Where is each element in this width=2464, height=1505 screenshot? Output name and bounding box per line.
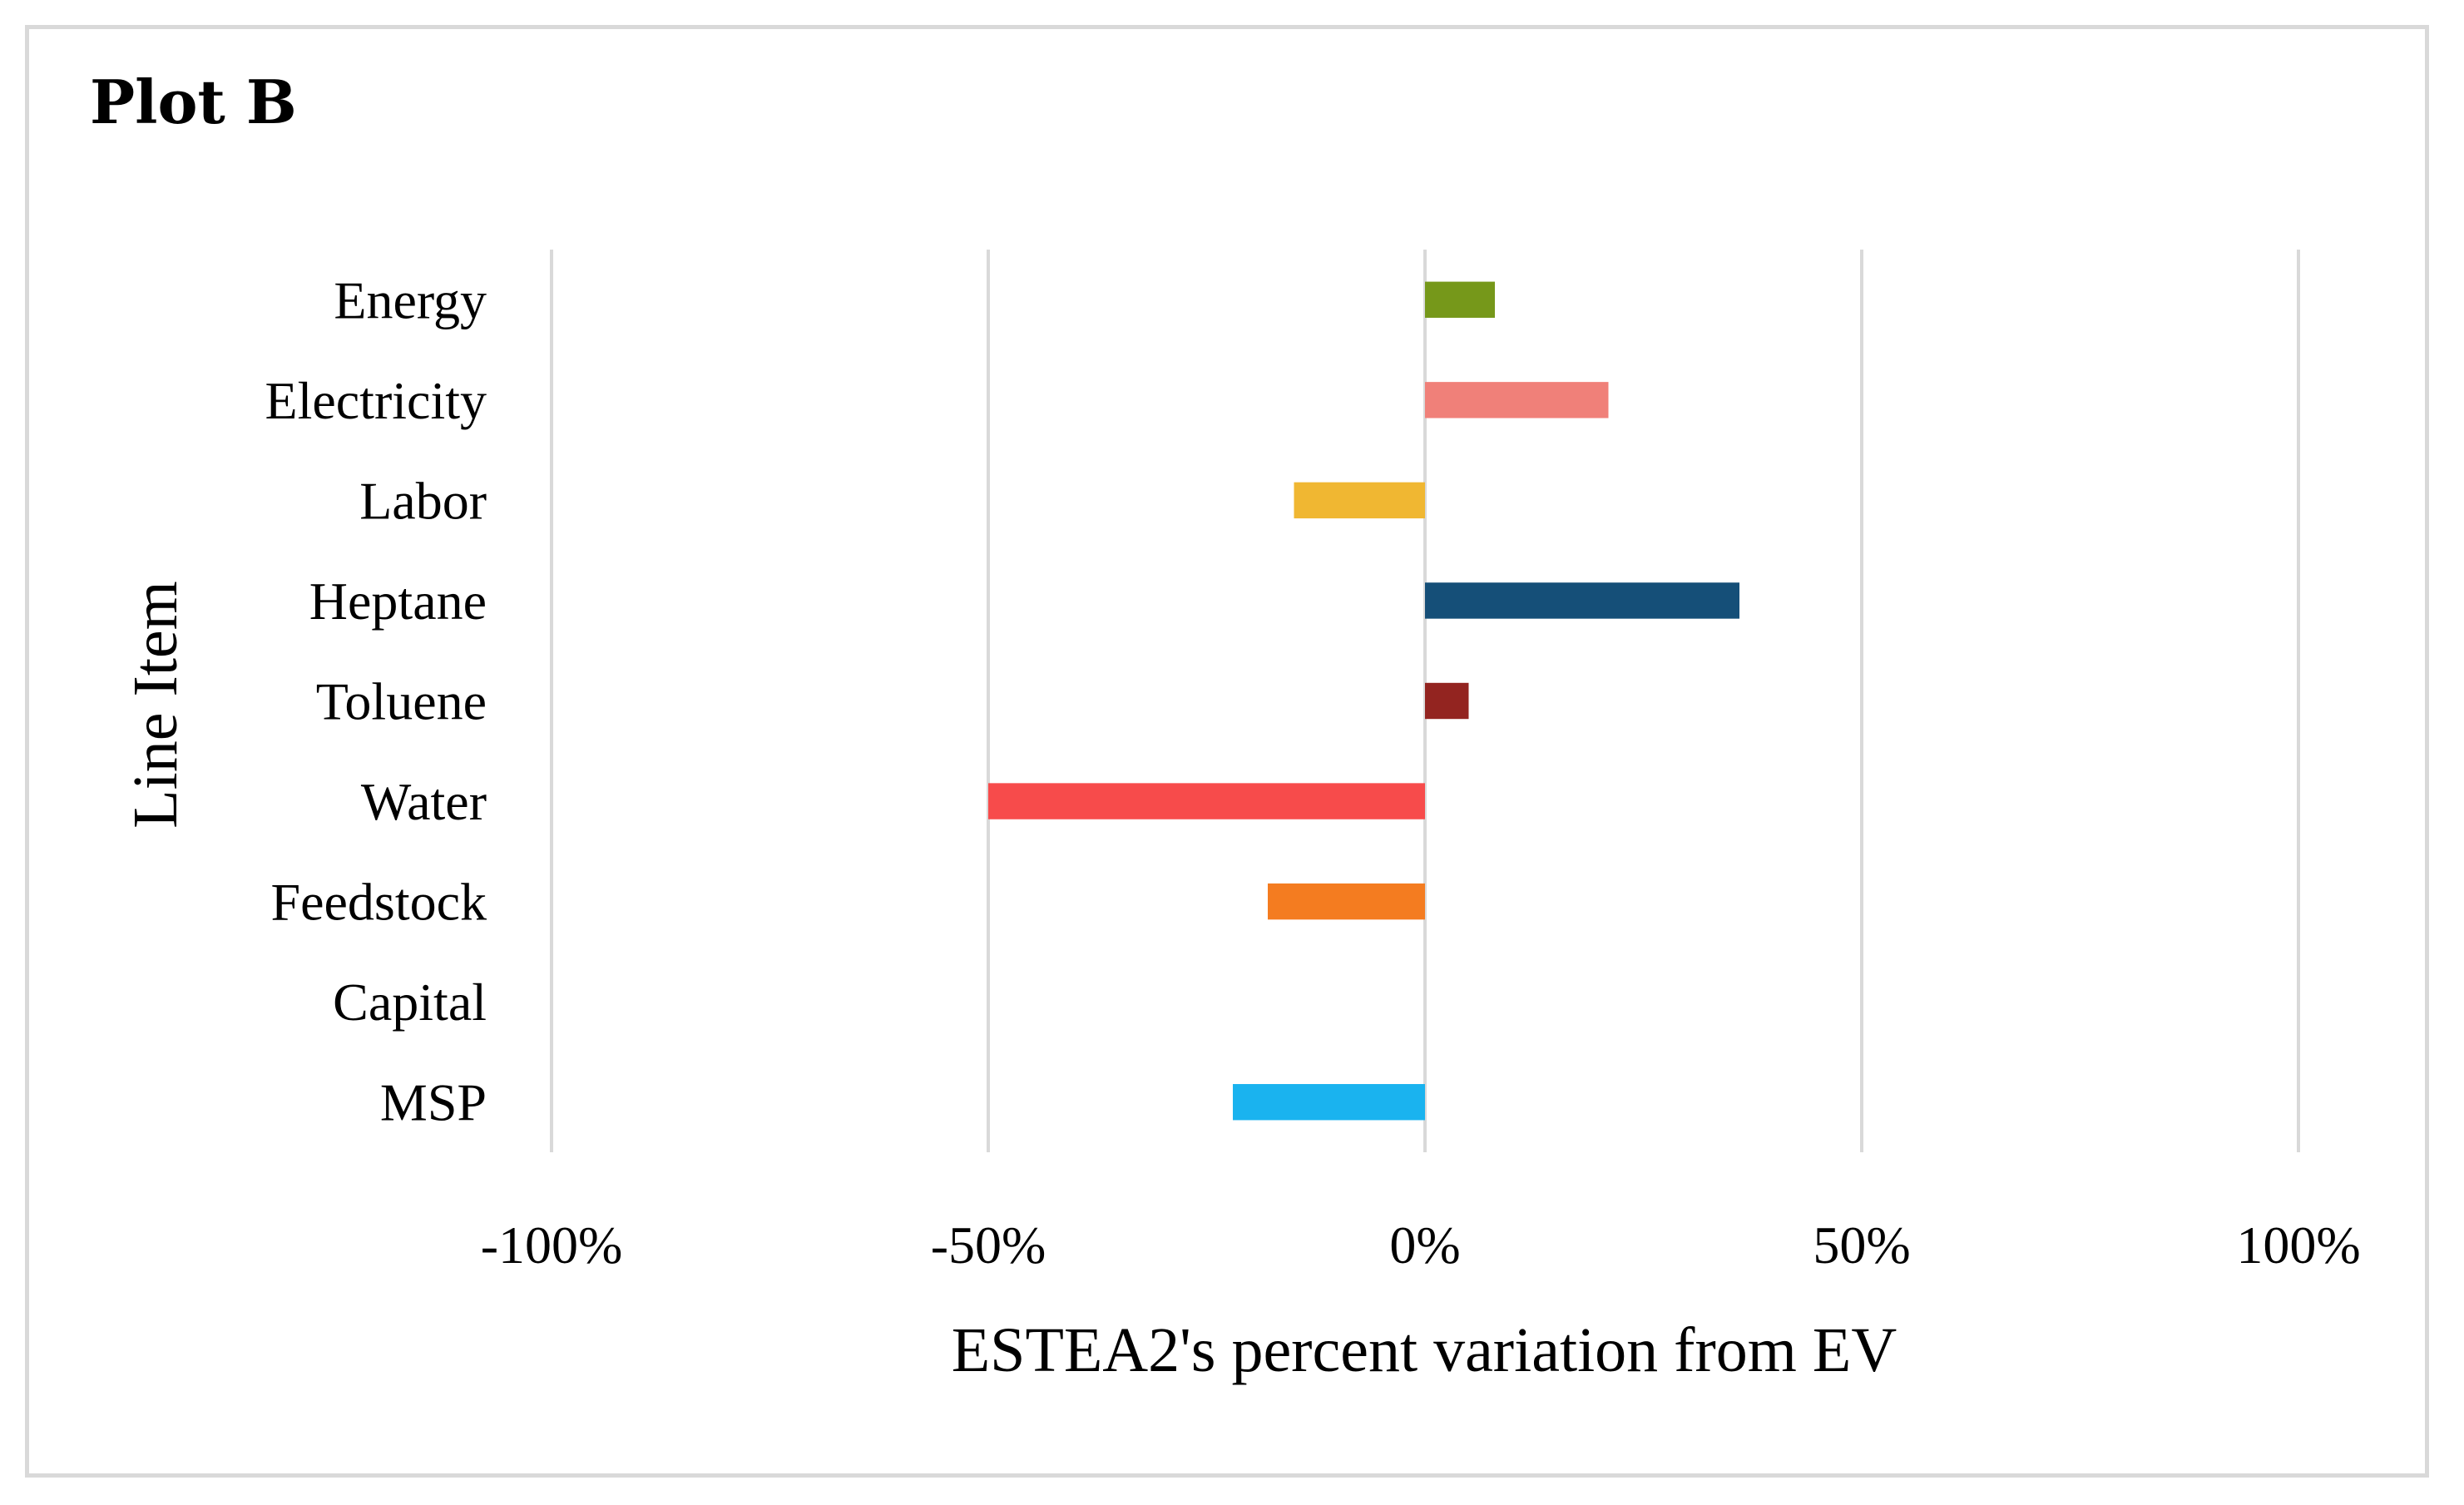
category-label-feedstock: Feedstock [271, 873, 487, 932]
x-tick-label: 50% [1813, 1215, 1910, 1275]
category-label-energy: Energy [334, 270, 487, 329]
bar-feedstock [1268, 884, 1425, 919]
category-label-msp: MSP [380, 1073, 487, 1132]
category-label-labor: Labor [359, 471, 487, 530]
category-label-toluene: Toluene [316, 672, 487, 731]
x-tick-label: 0% [1389, 1215, 1460, 1275]
category-label-water: Water [361, 772, 487, 831]
category-label-capital: Capital [333, 973, 487, 1032]
bar-heptane [1425, 582, 1739, 618]
bar-energy [1425, 282, 1495, 318]
category-label-electricity: Electricity [265, 371, 487, 430]
category-label-heptane: Heptane [309, 572, 487, 631]
x-tick-label: -50% [931, 1215, 1046, 1275]
bar-electricity [1425, 382, 1609, 418]
bar-labor [1294, 483, 1426, 518]
x-tick-label: -100% [481, 1215, 623, 1275]
y-axis-title: Line Item [121, 581, 190, 829]
x-axis-title: ESTEA2's percent variation from EV [952, 1315, 1897, 1385]
bar-chart: Energy Electricity Labor Heptane Toluene Wate… [0, 0, 2464, 1505]
bar-msp [1233, 1084, 1425, 1120]
x-tick-label: 100% [2236, 1215, 2360, 1275]
bar-water [988, 783, 1425, 819]
bar-toluene [1425, 683, 1469, 719]
